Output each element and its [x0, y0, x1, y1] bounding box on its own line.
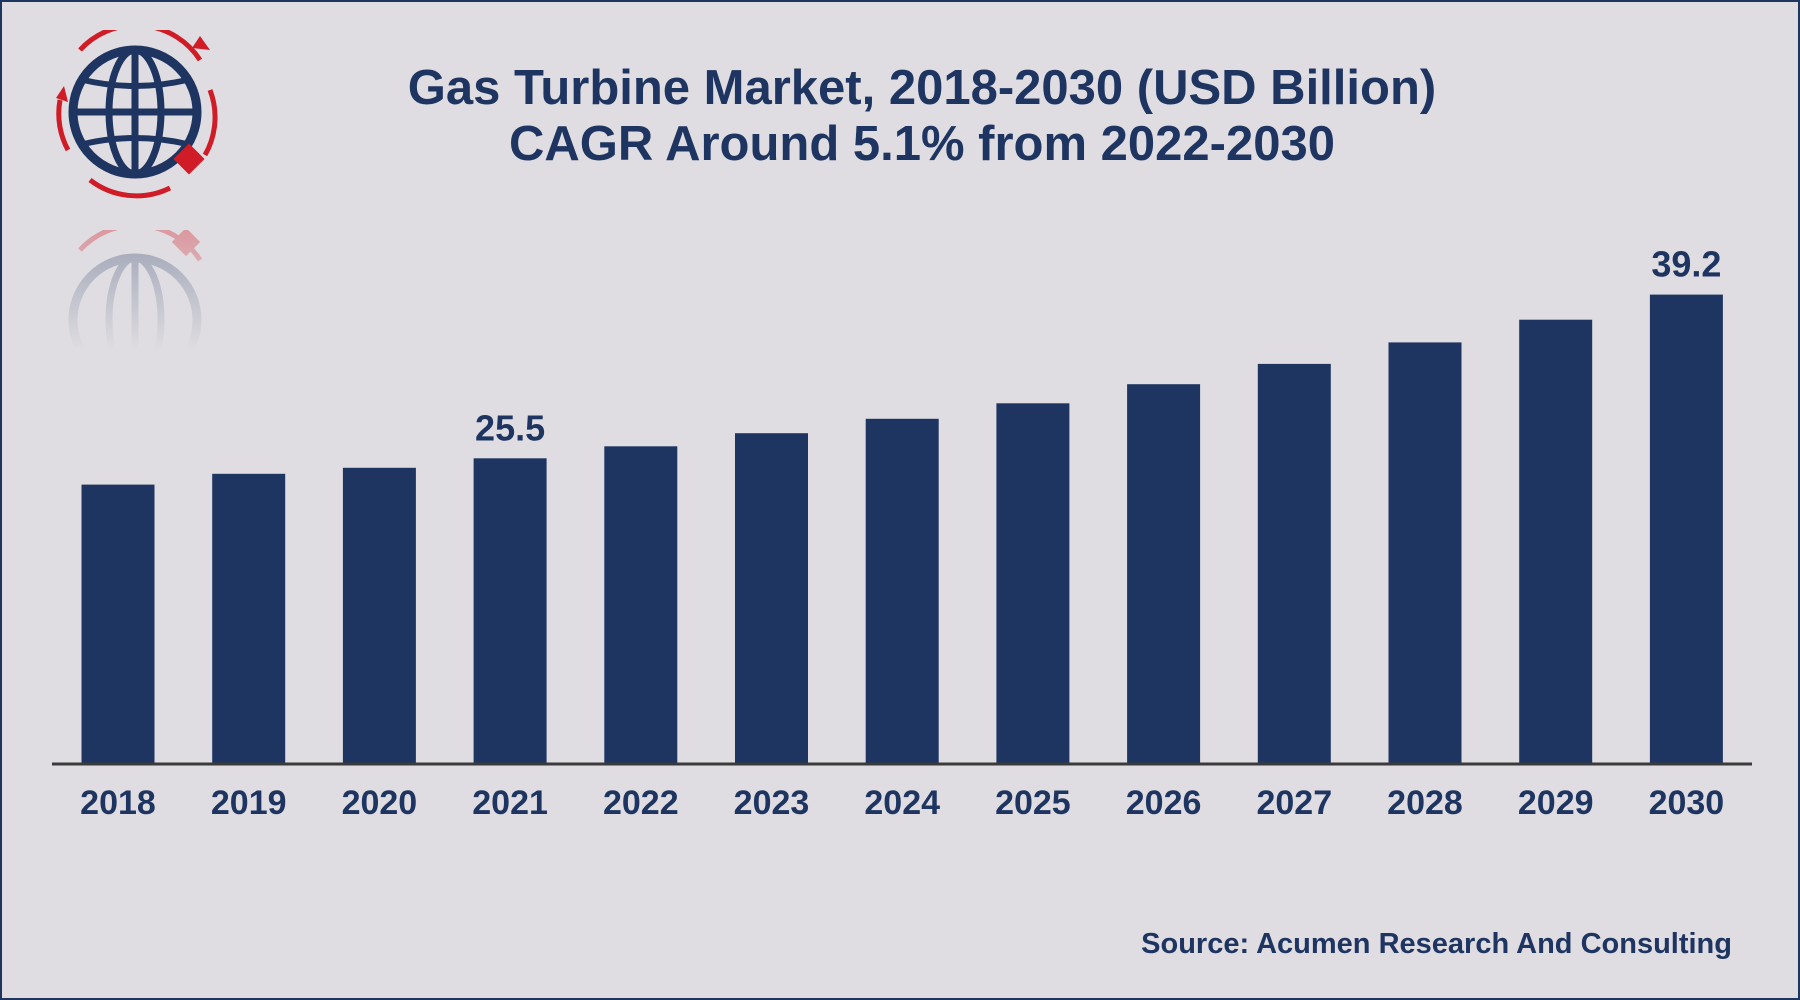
bar-2020	[342, 467, 416, 763]
data-label-2030: 39.2	[1651, 244, 1721, 285]
bar-2029	[1519, 319, 1593, 763]
data-label-2021: 25.5	[475, 407, 545, 448]
chart-subtitle: CAGR Around 5.1% from 2022-2030	[509, 117, 1335, 171]
x-tick-label: 2020	[342, 784, 418, 822]
bar-2028	[1388, 342, 1462, 763]
bar-2024	[865, 418, 939, 763]
chart-title-line1: Gas Turbine Market, 2018-2030 (USD Billi…	[407, 61, 1437, 115]
x-tick-label: 2018	[80, 784, 156, 822]
x-tick-label: 2028	[1387, 784, 1463, 822]
x-tick-label: 2027	[1256, 784, 1332, 822]
x-tick-label: 2024	[864, 784, 940, 822]
source-note: Source: Acumen Research And Consulting	[1141, 928, 1732, 960]
globe-logo-icon	[56, 30, 218, 199]
bar-2027	[1257, 363, 1331, 763]
bar-2030	[1649, 294, 1723, 763]
bar-2023	[735, 433, 808, 763]
x-tick-label: 2030	[1649, 784, 1725, 822]
x-tick-label: 2022	[603, 784, 679, 822]
x-tick-label: 2023	[734, 784, 810, 822]
x-tick-label: 2026	[1126, 784, 1202, 822]
x-tick-label: 2019	[211, 784, 287, 822]
x-tick-label: 2021	[472, 784, 548, 822]
x-tick-label: 2029	[1518, 784, 1594, 822]
bar-2022	[604, 446, 678, 763]
bar-2025	[996, 403, 1070, 763]
bar-2018	[81, 484, 155, 763]
chart-title: Gas Turbine Market, 2018-2030 (USD Billi…	[2, 60, 1798, 172]
bar-2021	[473, 458, 547, 763]
globe-logo-reflection	[68, 230, 203, 350]
bar-2026	[1127, 384, 1201, 763]
bar-2019	[212, 473, 286, 763]
x-tick-label: 2025	[995, 784, 1071, 822]
